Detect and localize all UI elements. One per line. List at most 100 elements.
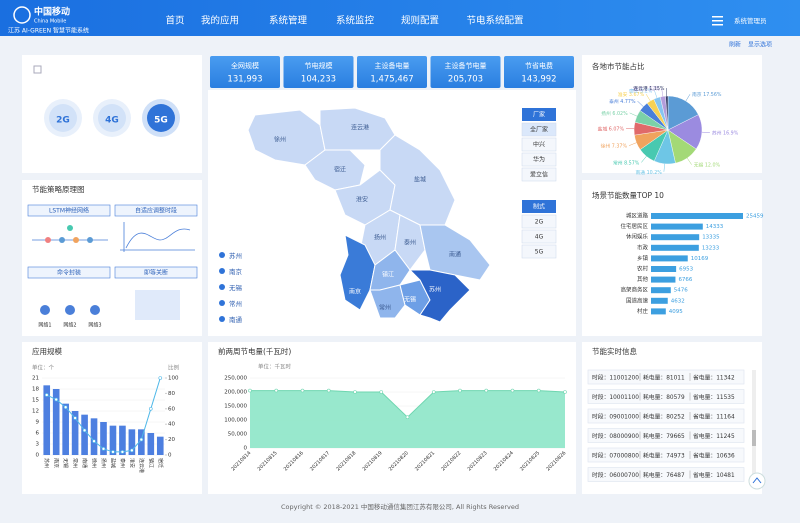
scrollbar-thumb[interactable] [752, 430, 756, 446]
y2-tick-label: 40 [168, 422, 175, 428]
pie-label-name: 南通 [635, 168, 645, 175]
nav-item[interactable]: 系统监控 [336, 15, 375, 27]
system-name: 江苏 AI-GREEN 智慧节能系统 [8, 27, 89, 35]
x-tick-label: 常州 [72, 458, 79, 468]
cell-label: 网络3 [88, 322, 101, 329]
menu-icon[interactable] [712, 16, 723, 26]
city-label: 连云港 [351, 124, 369, 132]
cell-label: 网络2 [63, 322, 76, 329]
line-point [74, 417, 77, 420]
realtime-label: 时段： [592, 471, 609, 479]
area-point [459, 389, 462, 392]
y-tick-label: 6 [36, 431, 40, 437]
realtime-label: 省电量： [693, 451, 716, 459]
cell-label: 网络1 [38, 322, 51, 329]
y-tick-label: 18 [32, 387, 39, 393]
y-tick-label: 0 [36, 453, 40, 459]
realtime-cell: 省电量：10636 [693, 451, 735, 459]
city-label: 扬州 [374, 234, 386, 242]
realtime-label: 省电量： [693, 393, 716, 401]
pie-label-name: 淮安 [618, 91, 628, 98]
bar-category: 乡镇 [637, 254, 649, 262]
realtime-cell: 省电量：11535 [693, 393, 735, 401]
realtime-cell: 时段：07000800 [592, 451, 639, 459]
y-tick-label: 3 [36, 442, 40, 448]
display-options[interactable]: 显示选项 [748, 41, 772, 49]
realtime-label: 耗电量： [643, 451, 666, 459]
chart-title: 各地市节能占比 [592, 61, 645, 71]
pie-label-value: 16.9% [723, 130, 739, 136]
realtime-value: 11245 [716, 434, 735, 440]
x-tick-label: 南通 [81, 458, 88, 468]
y-tick-label: 150,000 [224, 404, 247, 410]
realtime-label: 省电量： [693, 373, 716, 381]
filter-option-label: 4G [535, 234, 544, 241]
bar-value: 14333 [706, 224, 724, 230]
bar [81, 415, 88, 455]
bar [651, 266, 676, 272]
filter-title: 厂家 [533, 111, 545, 119]
line-point [45, 393, 48, 396]
bar-category: 城区道路 [626, 212, 649, 220]
strategy-step-label: LSTM神经网络 [49, 207, 89, 215]
line-point [149, 407, 152, 410]
kpi-label: 主设备节电量 [445, 61, 487, 70]
nav-item[interactable]: 首页 [165, 15, 184, 27]
realtime-value: 09001000 [609, 414, 639, 420]
x-tick-label: 宿迁 [157, 458, 164, 468]
logo-en: China Mobile [34, 19, 66, 25]
realtime-label: 省电量： [693, 471, 716, 479]
pie-label-value: 17.56% [703, 92, 722, 98]
logo: 中国移动 [34, 6, 70, 18]
realtime-cell: 省电量：11164 [693, 412, 735, 420]
y-tick-label: 12 [32, 409, 39, 415]
realtime-value: 79665 [666, 434, 685, 440]
area-point [406, 416, 409, 419]
user-menu[interactable]: 系统管理员 [734, 16, 767, 25]
y-tick-label: 15 [32, 398, 39, 404]
bar [147, 433, 154, 455]
y2-tick-label: 100 [168, 376, 179, 382]
bar-category: 村庄 [637, 307, 649, 315]
area-point [485, 389, 488, 392]
pie-label-value: 1.15% [649, 86, 665, 92]
bar [651, 224, 703, 230]
kpi-value: 205,703 [448, 75, 483, 85]
bar-value: 4095 [669, 309, 683, 315]
realtime-value: 81011 [666, 375, 685, 381]
legend-label: 无锡 [229, 283, 243, 292]
chart-title: 前两周节电量(千瓦时) [218, 346, 291, 356]
filter-option-label: 华为 [533, 156, 545, 164]
realtime-label: 耗电量： [643, 373, 666, 381]
pie-label-value: 10.2% [647, 169, 663, 175]
legend-icon [219, 268, 225, 274]
x-tick-label: 镇江 [147, 458, 154, 468]
area-point [275, 389, 278, 392]
nav-item[interactable]: 系统管理 [269, 15, 308, 27]
bar [91, 418, 98, 455]
nav-item[interactable]: 规则配置 [401, 15, 439, 27]
filter-option-label: 中兴 [533, 141, 545, 149]
strategy-step-label: 自适应调整时段 [135, 207, 177, 215]
bar-value: 5476 [674, 288, 688, 294]
legend-label: 常州 [229, 299, 242, 308]
area-point [249, 389, 252, 392]
realtime-value: 10636 [716, 453, 735, 459]
kpi-label: 全网规模 [231, 61, 259, 70]
kpi-label: 节电规模 [305, 61, 333, 70]
chart-title: 应用规模 [32, 346, 62, 356]
pie-label: 常州 8.57% [613, 159, 640, 166]
realtime-cell: 时段：10001100 [592, 393, 639, 401]
kpi-label: 节省电费 [525, 61, 553, 70]
nav-item[interactable]: 我的应用 [201, 15, 239, 27]
nav-item[interactable]: 节电系统配置 [466, 15, 523, 27]
bar [62, 404, 69, 455]
x-tick-label: 连云港 [138, 458, 145, 473]
refresh[interactable]: 刷新 [729, 41, 741, 49]
line-point [64, 406, 67, 409]
kpi-value: 104,233 [301, 75, 336, 85]
back-to-top[interactable] [749, 473, 765, 489]
pie-label-name: 常州 [613, 159, 623, 166]
